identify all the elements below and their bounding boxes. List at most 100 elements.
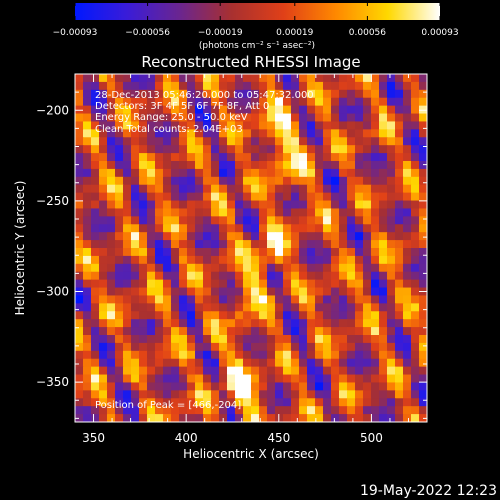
heatmap-cell xyxy=(403,248,412,257)
heatmap-cell xyxy=(99,342,108,352)
heatmap-cell xyxy=(387,327,396,336)
heatmap-cell xyxy=(355,129,364,138)
heatmap-cell xyxy=(203,113,212,123)
heatmap-cell xyxy=(83,263,92,273)
heatmap-cell xyxy=(267,335,276,344)
heatmap-cell xyxy=(203,414,212,422)
heatmap-cell xyxy=(187,335,196,344)
heatmap-cell xyxy=(267,398,276,407)
heatmap-cell xyxy=(131,168,140,178)
heatmap-cell xyxy=(147,97,156,107)
heatmap-cell xyxy=(259,319,268,328)
heatmap-cell xyxy=(355,374,364,384)
heatmap-cell xyxy=(107,224,116,233)
heatmap-cell xyxy=(403,382,412,391)
heatmap-cell xyxy=(299,342,308,352)
heatmap-cell xyxy=(195,192,204,202)
heatmap-cell xyxy=(195,97,204,107)
heatmap-cell xyxy=(307,311,316,320)
heatmap-cell xyxy=(203,303,212,312)
heatmap-cell xyxy=(379,248,388,257)
heatmap-cell xyxy=(251,366,260,376)
heatmap-cell xyxy=(379,129,388,138)
heatmap-cell xyxy=(227,406,236,415)
heatmap-cell xyxy=(395,303,404,312)
heatmap-cell xyxy=(315,105,324,115)
heatmap-cell xyxy=(379,89,388,99)
heatmap-cell xyxy=(219,311,228,320)
heatmap-cell xyxy=(99,113,108,123)
heatmap-cell xyxy=(211,97,220,107)
heatmap-cell xyxy=(267,129,276,138)
heatmap-cell xyxy=(419,137,427,146)
heatmap-cell xyxy=(171,414,180,422)
heatmap-cell xyxy=(371,105,380,115)
heatmap-cell xyxy=(99,192,108,202)
heatmap-cell xyxy=(411,406,420,415)
heatmap-cell xyxy=(243,129,252,138)
heatmap-cell xyxy=(203,137,212,146)
colorbar-ticks: −0.00093 −0.00056 −0.00019 0.00019 0.00056 0.… xyxy=(53,3,459,38)
heatmap-cell xyxy=(83,81,92,91)
heatmap-cell xyxy=(267,176,276,186)
heatmap-cell xyxy=(411,168,420,178)
heatmap-cell xyxy=(291,271,300,281)
heatmap-cell xyxy=(243,358,252,368)
heatmap-cell xyxy=(219,208,228,217)
heatmap-cell xyxy=(243,287,252,297)
heatmap-cell xyxy=(259,390,268,399)
heatmap-cell xyxy=(195,224,204,233)
heatmap-cell xyxy=(171,74,180,83)
heatmap-cell xyxy=(131,406,140,415)
heatmap-cell xyxy=(211,113,220,123)
heatmap-cell xyxy=(203,358,212,368)
heatmap-cell xyxy=(355,287,364,297)
heatmap-cell xyxy=(195,327,204,336)
heatmap-cell xyxy=(75,232,84,241)
heatmap-cell xyxy=(227,414,236,422)
heatmap-cell xyxy=(219,74,228,83)
heatmap-cell xyxy=(163,263,172,273)
heatmap-cell xyxy=(131,184,140,194)
heatmap-cell xyxy=(259,406,268,415)
heatmap-cell xyxy=(187,74,196,83)
heatmap-cell xyxy=(275,216,284,225)
heatmap-cell xyxy=(99,295,108,304)
heatmap-cell xyxy=(219,89,228,99)
heatmap-cell xyxy=(83,248,92,257)
heatmap-cell xyxy=(123,216,132,225)
heatmap-cell xyxy=(323,311,332,320)
heatmap-cell xyxy=(363,390,372,399)
heatmap-cell xyxy=(251,137,260,146)
heatmap-cell xyxy=(307,216,316,225)
heatmap-cell xyxy=(323,153,332,162)
heatmap-cell xyxy=(275,113,284,123)
heatmap-cell xyxy=(275,311,284,320)
heatmap-cell xyxy=(267,327,276,336)
heatmap-cell xyxy=(107,358,116,368)
heatmap-cell xyxy=(395,382,404,391)
heatmap-cell xyxy=(187,89,196,99)
y-tick-label: −350 xyxy=(36,375,69,389)
heatmap-cell xyxy=(91,406,100,415)
heatmap-cell xyxy=(307,319,316,328)
heatmap-cell xyxy=(219,319,228,328)
heatmap-cell xyxy=(355,145,364,154)
heatmap-cell xyxy=(379,200,388,210)
heatmap-cell xyxy=(307,406,316,415)
heatmap-cell xyxy=(107,216,116,225)
heatmap-cell xyxy=(419,192,427,202)
heatmap-cell xyxy=(171,342,180,352)
heatmap-cell xyxy=(179,287,188,297)
heatmap-cell xyxy=(99,398,108,407)
heatmap-cell xyxy=(171,176,180,186)
heatmap-cell xyxy=(115,350,124,360)
heatmap-cell xyxy=(411,263,420,273)
heatmap-cell xyxy=(243,161,252,170)
heatmap-cell xyxy=(179,232,188,241)
heatmap-cell xyxy=(419,406,427,415)
heatmap-cell xyxy=(155,81,164,91)
heatmap-cell xyxy=(147,335,156,344)
heatmap-cell xyxy=(187,161,196,170)
heatmap-cell xyxy=(395,240,404,249)
